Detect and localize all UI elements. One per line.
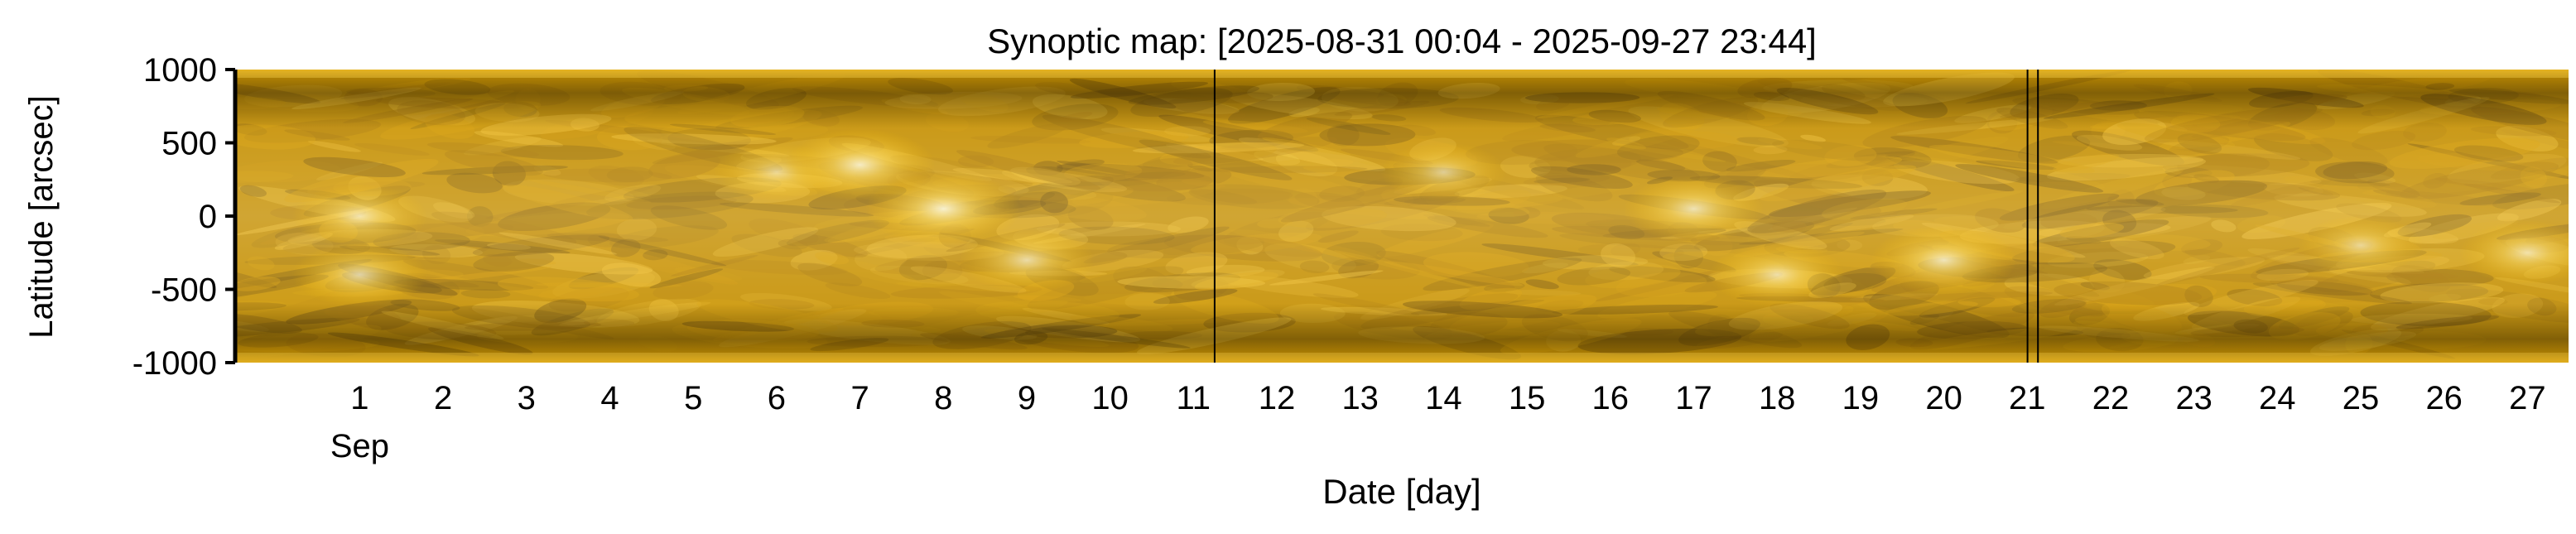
x-tick-label: 14 [1425,380,1462,416]
y-ticks: 1000 500 0 -500 -1000 [132,52,235,382]
x-tick-label: 17 [1675,380,1712,416]
x-axis-label: Date [day] [1322,472,1481,511]
plot-area [235,70,2569,363]
bright-region [291,242,428,307]
y-axis: 1000 500 0 -500 -1000 Latitude [arcsec] [23,52,238,382]
x-tick-label: 25 [2342,380,2380,416]
bright-region [865,171,1022,247]
chart-title: Synoptic map: [2025-08-31 00:04 - 2025-0… [987,22,1817,60]
x-tick-label: 26 [2425,380,2463,416]
bright-region [291,184,428,248]
bright-region [2459,220,2569,286]
x-tick-label: 11 [1177,380,1211,416]
y-tick-label: 500 [161,126,217,162]
y-axis-label: Latitude [arcsec] [23,95,60,339]
x-tick-label: 12 [1259,380,1296,416]
x-tick-label: 10 [1091,380,1129,416]
bright-region [1623,175,1765,243]
x-tick-label: 16 [1592,380,1630,416]
x-tick-label: 15 [1509,380,1546,416]
x-tick-label: 8 [934,380,952,416]
x-tick-label: 23 [2175,380,2212,416]
y-tick-label: -500 [151,272,217,309]
bright-regions [291,128,2569,307]
bright-region [959,228,1095,293]
x-tick-label: 1 [350,380,368,416]
y-tick-label: -1000 [132,345,217,382]
polar-shading [235,70,2569,363]
data-gaps [1213,70,2039,363]
bright-region [1871,225,2017,296]
bright-region [1380,142,1507,202]
bright-region [2298,215,2424,276]
x-tick-label: 22 [2092,380,2130,416]
x-tick-label: 20 [1925,380,1962,416]
x-tick-label: 19 [1842,380,1880,416]
x-tick-label: 4 [600,380,619,416]
x-tick-label: 27 [2509,380,2546,416]
y-tick-label: 1000 [143,52,217,89]
x-tick-label: 18 [1759,380,1796,416]
x-tick-label: 24 [2259,380,2296,416]
x-tick-label: 13 [1341,380,1379,416]
y-tick-label: 0 [199,199,217,235]
x-tick-label: 6 [768,380,786,416]
x-tick-label: 21 [2009,380,2046,416]
bright-region [1709,242,1846,307]
x-tick-label: 2 [434,380,452,416]
x-tick-label: 7 [850,380,869,416]
x-tick-month-label: Sep [330,428,389,464]
x-tick-label: 5 [684,380,702,416]
x-tick-label: 9 [1018,380,1036,416]
x-tick-label: 3 [518,380,536,416]
